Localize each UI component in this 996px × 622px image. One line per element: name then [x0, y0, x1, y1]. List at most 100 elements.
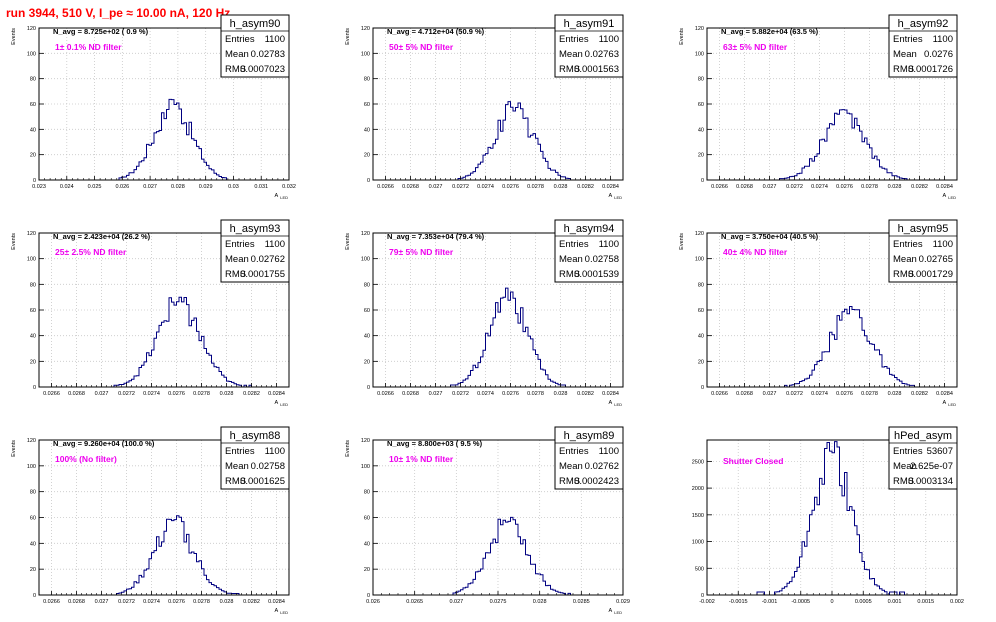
x-tick-label: 0.0268: [402, 391, 419, 397]
stats-box: [554, 14, 624, 78]
x-tick-label: -0.0015: [729, 599, 748, 605]
y-tick-label: 60: [364, 308, 370, 314]
y-tick-label: 20: [30, 359, 36, 365]
x-tick-label: 0.0278: [193, 599, 210, 605]
stats-label: RMS: [893, 476, 914, 487]
x-tick-label: 0: [830, 599, 833, 605]
x-tick-label: 0.029: [199, 184, 213, 190]
y-tick-label: 60: [698, 308, 704, 314]
y-tick-label: 0: [701, 385, 704, 391]
stats-value: 0.0007023: [240, 64, 285, 75]
x-axis-label: A LED: [943, 400, 957, 407]
x-tick-label: 0.03: [228, 184, 239, 190]
x-tick-label: 0.0274: [477, 184, 494, 190]
filter-annotation: 79± 5% ND filter: [389, 247, 454, 257]
x-tick-label: 0.0266: [711, 391, 728, 397]
stats-label: RMS: [225, 269, 246, 280]
x-tick-label: 0.0282: [911, 184, 928, 190]
y-tick-label: 80: [364, 77, 370, 83]
y-tick-label: 60: [30, 516, 36, 522]
histogram-panel-h_asym89: 0.026 0.0265 0.027 0.0275 0.028 0.0285 0.029 0 2…: [345, 426, 630, 615]
stats-value: 0.0001539: [574, 269, 619, 280]
navg-label: N_avg = 8.725e+02 ( 0.9 %): [53, 27, 149, 36]
x-tick-label: 0.027: [763, 391, 777, 397]
y-tick-label: 2500: [692, 459, 704, 465]
y-tick-label: 80: [698, 282, 704, 288]
y-tick-label: 60: [364, 516, 370, 522]
stats-value: 0.02763: [585, 49, 619, 60]
stats-label: Mean: [559, 49, 583, 60]
x-tick-label: 0.028: [220, 391, 234, 397]
stats-box: [220, 14, 290, 78]
x-tick-label: 0.027: [143, 184, 157, 190]
stats-value: 2.625e-07: [910, 461, 953, 472]
stats-value: 0.02783: [251, 49, 285, 60]
x-tick-label: 0.001: [888, 599, 902, 605]
x-tick-label: 0.0272: [786, 184, 803, 190]
y-tick-label: 80: [30, 490, 36, 496]
x-tick-label: 0.028: [888, 184, 902, 190]
x-axis-label: A LED: [275, 193, 289, 200]
x-tick-label: 0.0284: [268, 391, 285, 397]
y-tick-label: 0: [701, 178, 704, 184]
y-axis-label: Events: [679, 233, 685, 250]
y-tick-label: 0: [367, 385, 370, 391]
y-tick-label: 100: [361, 464, 370, 470]
y-tick-label: 20: [364, 359, 370, 365]
stats-label: Mean: [225, 49, 249, 60]
x-tick-label: 0.032: [282, 184, 296, 190]
histogram-panel-h_asym91: 0.0266 0.0268 0.027 0.0272 0.0274 0.0276 0.027…: [345, 14, 624, 200]
x-tick-label: 0.0274: [143, 391, 160, 397]
stats-value: 1100: [265, 446, 285, 457]
run-title: run 3944, 510 V, I_pe ≈ 10.00 nA, 120 Hz: [6, 6, 231, 20]
stats-label: Mean: [893, 49, 917, 60]
filter-annotation: 40± 4% ND filter: [723, 247, 788, 257]
stats-label: Entries: [559, 446, 589, 457]
stats-label: Mean: [893, 254, 917, 265]
y-tick-label: 40: [364, 127, 370, 133]
x-tick-label: 0.0278: [861, 391, 878, 397]
stats-box: [888, 426, 958, 490]
histogram-panel-h_asym90: 0.023 0.024 0.025 0.026 0.027 0.028 0.029 0.03 0…: [11, 14, 296, 200]
y-tick-label: 0: [33, 593, 36, 599]
stats-value: 0.0001625: [240, 476, 285, 487]
stats-label: RMS: [225, 64, 246, 75]
y-tick-label: 20: [698, 153, 704, 159]
x-tick-label: 0.0278: [861, 184, 878, 190]
stats-label: RMS: [893, 64, 914, 75]
y-tick-label: 80: [698, 77, 704, 83]
x-tick-label: 0.0272: [452, 391, 469, 397]
y-tick-label: 20: [364, 153, 370, 159]
y-tick-label: 80: [30, 77, 36, 83]
histogram-panel-h_asym95: 0.0266 0.0268 0.027 0.0272 0.0274 0.0276 0.027…: [679, 219, 958, 407]
stats-label: Entries: [559, 239, 589, 250]
filter-annotation: 1± 0.1% ND filter: [55, 42, 122, 52]
x-tick-label: 0.027: [95, 599, 109, 605]
x-tick-label: 0.0268: [68, 391, 85, 397]
y-tick-label: 60: [364, 102, 370, 108]
y-tick-label: 100: [695, 257, 704, 263]
x-tick-label: 0.0282: [577, 391, 594, 397]
stats-box: [220, 426, 290, 490]
x-tick-label: 0.0278: [527, 391, 544, 397]
stats-value: 1100: [933, 34, 953, 45]
y-tick-label: 20: [30, 153, 36, 159]
x-tick-label: 0.029: [616, 599, 630, 605]
y-tick-label: 40: [30, 127, 36, 133]
x-tick-label: 0.0272: [118, 599, 135, 605]
x-tick-label: 0.0274: [143, 599, 160, 605]
stats-value: 1100: [599, 446, 619, 457]
y-axis-label: Events: [11, 233, 17, 250]
navg-label: N_avg = 7.353e+04 (79.4 %): [387, 232, 485, 241]
y-tick-label: 100: [27, 257, 36, 263]
stats-value: 0.0001729: [908, 269, 953, 280]
y-tick-label: 40: [364, 334, 370, 340]
y-tick-label: 100: [361, 257, 370, 263]
x-tick-label: 0.027: [95, 391, 109, 397]
stats-value: 0.0002423: [574, 476, 619, 487]
x-tick-label: 0.0272: [452, 184, 469, 190]
x-tick-label: 0.0005: [855, 599, 872, 605]
x-tick-label: 0.0266: [711, 184, 728, 190]
y-tick-label: 120: [695, 26, 704, 32]
